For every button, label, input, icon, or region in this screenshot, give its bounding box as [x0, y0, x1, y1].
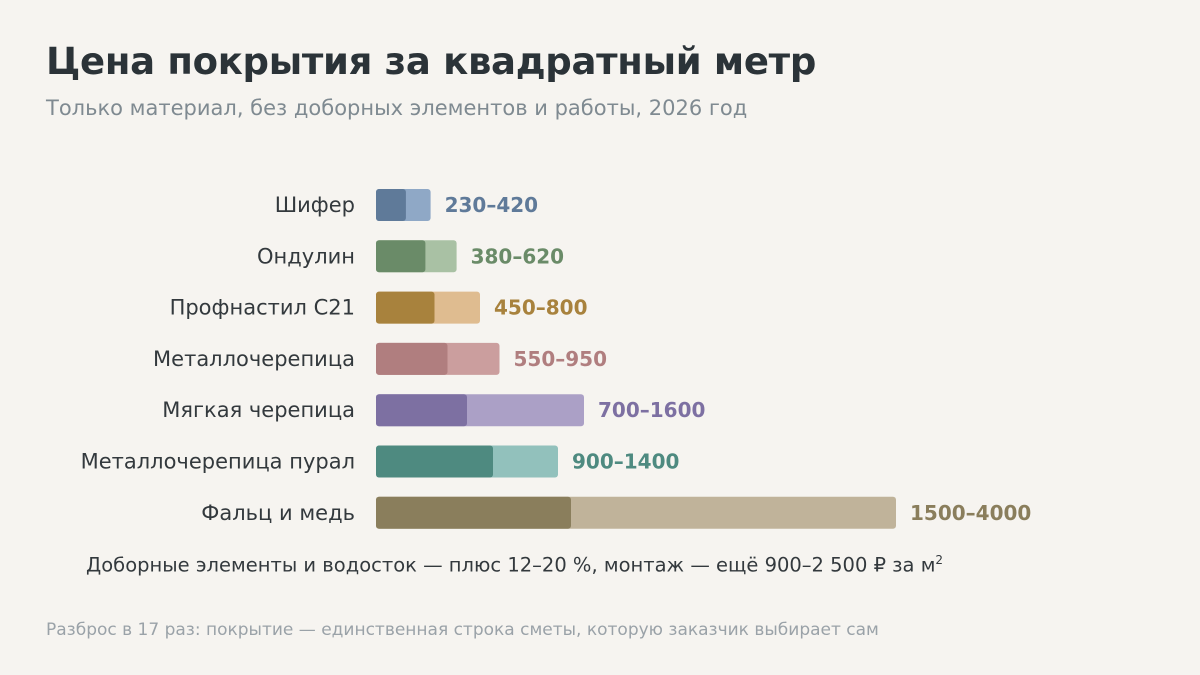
- bar-row-1: Шифер 230–420: [275, 189, 538, 221]
- range-min-bar: [376, 240, 426, 273]
- range-min-bar: [376, 445, 493, 478]
- bar-row-4: Металлочерепица 550–950: [153, 342, 608, 375]
- page-title: Цена покрытия за квадратный метр: [46, 40, 817, 83]
- value-label: 700–1600: [598, 398, 705, 422]
- chart-note: Доборные элементы и водосток — плюс 12–2…: [86, 553, 943, 577]
- category-label: Шифер: [275, 193, 355, 217]
- category-label: Металлочерепица пурал: [81, 450, 355, 474]
- category-label: Металлочерепица: [153, 347, 355, 371]
- range-min-bar: [376, 394, 467, 427]
- range-min-bar: [376, 189, 406, 221]
- value-label: 900–1400: [572, 450, 679, 474]
- page-subtitle: Только материал, без доборных элементов …: [46, 96, 748, 120]
- value-label: 380–620: [471, 244, 564, 268]
- note-text: Доборные элементы и водосток — плюс 12–2…: [86, 553, 936, 577]
- bar-row-6: Металлочерепица пурал 900–1400: [81, 445, 679, 478]
- value-label: 450–800: [494, 296, 588, 320]
- category-label: Мягкая черепица: [162, 398, 355, 422]
- value-label: 1500–4000: [910, 501, 1031, 525]
- range-min-bar: [376, 291, 435, 324]
- category-label: Профнастил С21: [170, 296, 355, 320]
- category-label: Фальц и медь: [201, 501, 355, 525]
- footer-caption: Разброс в 17 раз: покрытие — единственна…: [46, 620, 879, 640]
- range-min-bar: [376, 342, 448, 375]
- bar-row-5: Мягкая черепица 700–1600: [162, 394, 705, 427]
- value-label: 550–950: [514, 347, 608, 371]
- range-min-bar: [376, 496, 571, 529]
- note-superscript: 2: [935, 553, 944, 567]
- bar-row-7: Фальц и медь 1500–4000: [201, 496, 1031, 529]
- bar-row-2: Ондулин 380–620: [257, 240, 564, 273]
- value-label: 230–420: [445, 193, 538, 217]
- bar-row-3: Профнастил С21 450–800: [170, 291, 588, 324]
- category-label: Ондулин: [257, 244, 355, 268]
